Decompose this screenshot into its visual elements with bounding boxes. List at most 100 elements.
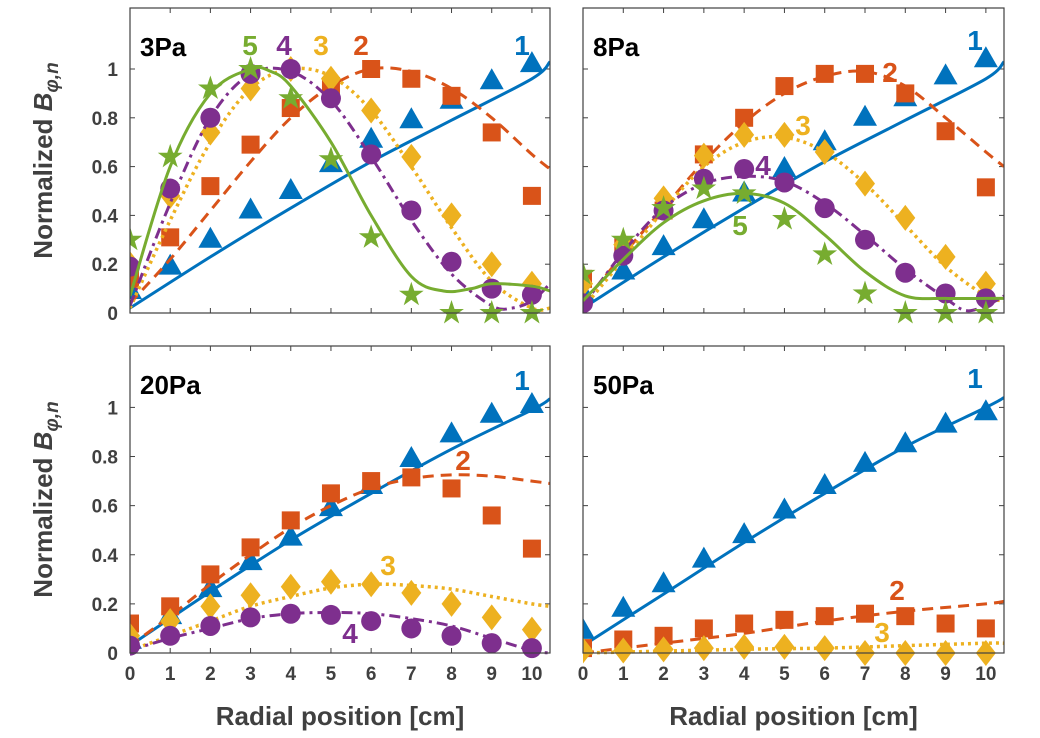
data-point-circle-marker (200, 615, 221, 636)
data-point-square-marker (442, 479, 461, 498)
data-point-square-marker (936, 122, 955, 141)
x-tick-label: 2 (205, 664, 216, 685)
x-tick-label: 1 (165, 664, 176, 685)
data-point-circle-marker (895, 262, 916, 283)
x-tick-label: 10 (521, 664, 542, 685)
y-axis-label: Normalized Bφ,n (28, 401, 63, 597)
y-label-symbol: B (28, 93, 58, 112)
panel-20Pa: 0 1 2 3 4 5 6 7 8 9 1000.20.40.60.81123420PaRadial… (28, 345, 551, 731)
data-point-square-marker (201, 565, 220, 584)
data-point-triangle-marker (933, 63, 958, 85)
data-point-square-marker (362, 472, 381, 491)
data-point-circle-marker (361, 611, 382, 632)
axes-box (129, 345, 551, 654)
data-point-diamond-marker (320, 568, 341, 595)
data-point-star-marker (198, 75, 223, 99)
data-point-star-marker (892, 300, 918, 324)
data-point-circle-marker (481, 633, 502, 654)
data-point-diamond-marker (320, 65, 341, 92)
data-point-square-marker (281, 511, 300, 530)
fit-line-5 (583, 191, 1004, 302)
series-5 (583, 175, 1004, 324)
data-point-star-marker (610, 226, 636, 251)
data-point-diamond-marker (814, 138, 835, 165)
data-point-star-marker (852, 280, 878, 304)
data-point-star-marker (130, 226, 143, 251)
data-point-diamond-marker (693, 635, 714, 662)
series-label-4: 4 (342, 618, 358, 649)
fit-line-2 (583, 69, 1004, 305)
y-tick-label: 1 (107, 60, 118, 81)
data-point-star-marker (479, 300, 505, 324)
data-point-diamond-marker (401, 579, 422, 606)
data-point-circle-marker (814, 198, 835, 219)
data-point-square-marker (161, 228, 180, 247)
series-label-5: 5 (242, 30, 258, 61)
panel-title: 3Pa (140, 32, 187, 62)
data-point-star-marker (812, 241, 838, 265)
data-point-circle-marker (320, 88, 341, 109)
data-point-star-marker (439, 300, 464, 324)
data-point-triangle-marker (439, 421, 464, 443)
series-label-1: 1 (514, 365, 530, 396)
series-label-3: 3 (874, 617, 890, 648)
data-point-diamond-marker (774, 633, 795, 660)
x-tick-label: 4 (285, 664, 296, 685)
data-point-star-marker (772, 206, 797, 230)
data-point-triangle-marker (519, 51, 544, 73)
series-label-2: 2 (889, 575, 905, 606)
y-tick-label: 0 (107, 644, 118, 665)
fit-line-2 (130, 473, 550, 647)
axes-box (582, 7, 1005, 314)
data-point-circle-marker (130, 635, 140, 656)
panel-title: 8Pa (593, 32, 640, 62)
x-tick-label: 4 (739, 664, 750, 685)
data-point-diamond-marker (653, 636, 674, 663)
data-point-circle-marker (280, 59, 301, 79)
x-tick-label: 2 (658, 664, 669, 685)
y-label-subscript: φ,n (42, 401, 63, 431)
data-point-diamond-marker (734, 633, 755, 660)
data-point-diamond-marker (361, 571, 382, 598)
data-point-circle-marker (521, 284, 542, 305)
fit-line-2 (130, 66, 550, 305)
data-point-triangle-marker (158, 253, 183, 275)
series-2 (130, 468, 550, 647)
data-point-diamond-marker (693, 142, 714, 169)
data-point-circle-marker (734, 159, 755, 180)
series-label-2: 2 (353, 30, 369, 61)
series-1 (583, 396, 1004, 647)
panel-title: 20Pa (140, 370, 201, 400)
data-point-diamond-marker (613, 637, 634, 664)
data-point-star-marker (651, 195, 676, 219)
data-point-circle-marker (280, 603, 301, 624)
data-point-diamond-marker (441, 202, 462, 229)
data-point-circle-marker (774, 172, 795, 193)
axes-box (129, 7, 551, 314)
y-tick-label: 0.8 (92, 448, 118, 469)
data-point-square-marker (482, 123, 501, 142)
x-tick-label: 3 (699, 664, 710, 685)
data-point-square-marker (976, 619, 995, 638)
data-point-triangle-marker (278, 524, 303, 546)
data-point-star-marker (238, 56, 263, 80)
y-tick-label: 0.4 (92, 546, 119, 567)
x-axis-label: Radial position [cm] (669, 701, 917, 731)
data-point-diamond-marker (441, 590, 462, 617)
panel-8Pa: 1 2 345 8Pa (582, 7, 1005, 324)
data-point-square-marker (241, 135, 260, 154)
x-tick-label: 7 (406, 664, 417, 685)
y-tick-label: 0 (107, 304, 118, 325)
x-tick-label: 5 (779, 664, 790, 685)
data-point-star-marker (933, 300, 958, 324)
series-3 (583, 121, 1004, 310)
data-point-circle-marker (320, 604, 341, 625)
data-point-diamond-marker (200, 593, 221, 620)
series-label-5: 5 (732, 210, 748, 241)
y-tick-label: 0.4 (92, 206, 119, 227)
data-point-triangle-marker (318, 495, 343, 517)
data-point-circle-marker (441, 251, 462, 272)
y-axis-label: Normalized Bφ,n (28, 62, 63, 258)
data-point-square-marker (482, 506, 501, 525)
data-point-square-marker (856, 64, 875, 83)
